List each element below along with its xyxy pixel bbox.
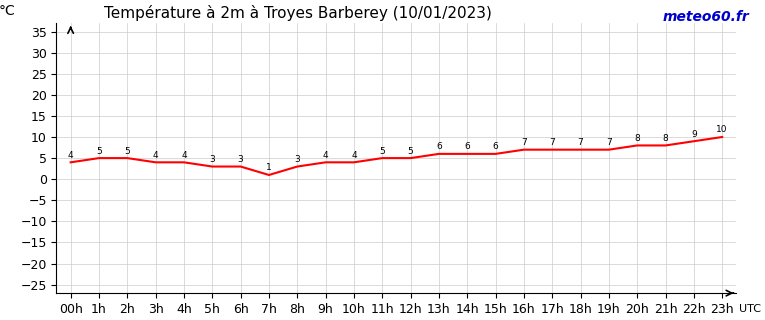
- Text: 5: 5: [125, 147, 130, 156]
- Text: 8: 8: [634, 134, 640, 143]
- Text: meteo60.fr: meteo60.fr: [663, 10, 750, 24]
- Text: 4: 4: [68, 151, 73, 160]
- Text: Température à 2m à Troyes Barberey (10/01/2023): Température à 2m à Troyes Barberey (10/0…: [104, 4, 492, 20]
- Text: 3: 3: [210, 155, 215, 164]
- Text: 4: 4: [181, 151, 187, 160]
- Text: 6: 6: [436, 142, 442, 151]
- Text: 3: 3: [295, 155, 300, 164]
- Text: 9: 9: [691, 130, 697, 139]
- Text: 3: 3: [238, 155, 243, 164]
- Text: 6: 6: [464, 142, 470, 151]
- Text: 4: 4: [351, 151, 356, 160]
- Text: 6: 6: [493, 142, 499, 151]
- Text: 1: 1: [266, 164, 272, 172]
- Text: 7: 7: [521, 138, 527, 147]
- Text: 5: 5: [96, 147, 102, 156]
- Text: 4: 4: [153, 151, 158, 160]
- Text: 7: 7: [578, 138, 584, 147]
- Text: °C: °C: [0, 4, 16, 18]
- Text: 5: 5: [408, 147, 413, 156]
- Text: 8: 8: [662, 134, 669, 143]
- Text: 5: 5: [379, 147, 385, 156]
- Text: UTC: UTC: [739, 304, 761, 314]
- Text: 7: 7: [606, 138, 612, 147]
- Text: 10: 10: [717, 125, 728, 134]
- Text: 7: 7: [549, 138, 555, 147]
- Text: 4: 4: [323, 151, 328, 160]
